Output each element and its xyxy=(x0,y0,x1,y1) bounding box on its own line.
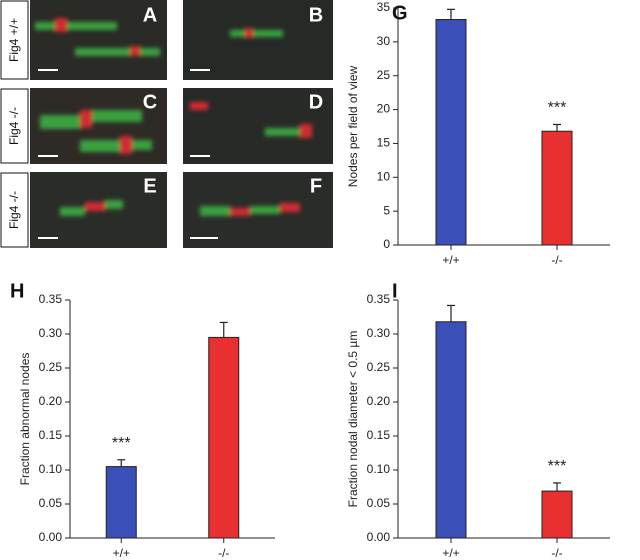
x-tick-label: -/- xyxy=(551,546,562,560)
micrographs: Fig4 +/+ Fig4 -/- Fig4 -/- A B C D E F xyxy=(0,0,333,248)
row-label: Fig4 -/- xyxy=(7,107,21,145)
x-tick-label: +/+ xyxy=(113,546,130,560)
y-tick-label: 0.05 xyxy=(367,496,391,510)
y-tick-label: 5 xyxy=(383,203,390,217)
y-tick-label: 35 xyxy=(377,0,391,14)
panel-letter: I xyxy=(392,280,398,302)
y-axis-label: Fraction abnormal nodes xyxy=(18,353,32,486)
bar xyxy=(541,130,573,246)
panel-letter: D xyxy=(309,91,323,113)
panel-letter: G xyxy=(392,2,408,24)
y-tick-label: 0.30 xyxy=(367,326,391,340)
significance: *** xyxy=(548,458,567,475)
y-tick-label: 0.35 xyxy=(39,292,63,306)
y-axis-label: Nodes per field of view xyxy=(346,65,360,187)
y-tick-label: 0.30 xyxy=(39,326,63,340)
row-label-box xyxy=(0,172,29,248)
panel-letter: E xyxy=(143,175,156,197)
x-tick-label: +/+ xyxy=(442,546,459,560)
y-tick-label: 0.00 xyxy=(39,530,63,544)
y-tick-label: 30 xyxy=(377,34,391,48)
y-tick-label: 25 xyxy=(377,68,391,82)
y-tick-label: 0.05 xyxy=(39,496,63,510)
y-tick-label: 0.00 xyxy=(367,530,391,544)
bar xyxy=(208,336,240,539)
scale-bars xyxy=(38,69,218,239)
panel-letter: C xyxy=(143,91,157,113)
row-label-box xyxy=(0,0,29,80)
y-tick-label: 0.10 xyxy=(367,462,391,476)
y-tick-label: 0.15 xyxy=(367,428,391,442)
bar xyxy=(541,490,573,539)
row-label: Fig4 -/- xyxy=(7,191,21,229)
significance: *** xyxy=(548,100,567,117)
panel-letter: F xyxy=(310,175,322,197)
y-tick-label: 0.25 xyxy=(367,360,391,374)
panel-letter: A xyxy=(143,4,157,26)
y-tick-label: 20 xyxy=(377,102,391,116)
y-tick-label: 0.15 xyxy=(39,428,63,442)
y-tick-label: 0 xyxy=(383,237,390,251)
image-b xyxy=(183,0,333,80)
y-axis-label: Fraction nodal diameter < 0.5 µm xyxy=(346,331,360,508)
y-tick-label: 0.20 xyxy=(39,394,63,408)
row-label-box xyxy=(0,88,29,164)
fibers xyxy=(35,18,312,216)
bar xyxy=(105,466,137,539)
y-tick-label: 15 xyxy=(377,136,391,150)
y-tick-label: 0.20 xyxy=(367,394,391,408)
x-tick-label: -/- xyxy=(551,253,562,267)
image-a xyxy=(30,0,167,80)
row-label: Fig4 +/+ xyxy=(7,18,21,62)
x-tick-label: -/- xyxy=(218,546,229,560)
x-tick-label: +/+ xyxy=(442,253,459,267)
panel-letter: H xyxy=(10,280,24,302)
significance: *** xyxy=(112,435,131,452)
y-tick-label: 0.25 xyxy=(39,360,63,374)
y-tick-label: 10 xyxy=(377,169,391,183)
bar xyxy=(435,19,467,246)
bar xyxy=(435,321,467,539)
y-tick-label: 0.10 xyxy=(39,462,63,476)
panel-letter: B xyxy=(309,4,323,26)
y-tick-label: 0.35 xyxy=(367,292,391,306)
